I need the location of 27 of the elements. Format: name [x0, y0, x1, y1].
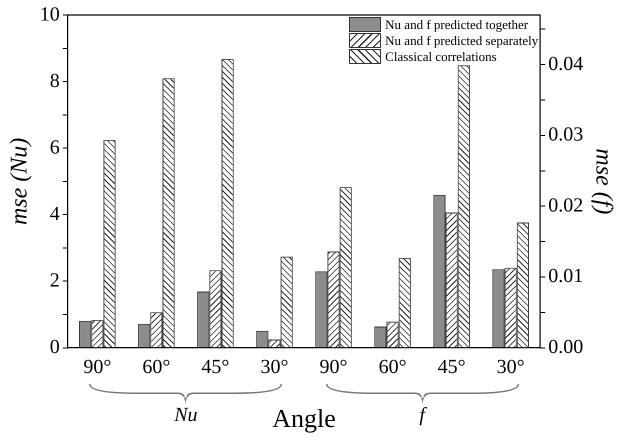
y2-tick-label: 0.03: [548, 124, 584, 146]
y-tick-label: 0: [50, 336, 60, 358]
text: Nu: [173, 404, 199, 427]
text: 0.00: [548, 336, 584, 358]
x-axis-title: Angle: [272, 404, 336, 434]
y2-tick-label: 0.04: [548, 52, 584, 75]
text: f: [418, 404, 428, 427]
x-tick-label: 30°: [496, 356, 525, 378]
y-tick-label: 6: [50, 136, 60, 158]
y-tick-label: 4: [50, 202, 60, 225]
x-tick-label: 60°: [378, 356, 407, 378]
y2-tick-label: 0.02: [548, 194, 584, 216]
x-tick-label: 30°: [260, 356, 288, 378]
legend-label: Classical correlations: [385, 48, 497, 64]
x-tick-label: 45°: [438, 356, 466, 378]
legend-label: Nu and f predicted together: [385, 16, 528, 32]
x-tick-label: 45°: [201, 356, 230, 378]
y2-axis-title: mse (f): [590, 148, 616, 214]
x-tick-label: 90°: [320, 356, 348, 378]
y2-tick-label: 0.01: [548, 265, 584, 288]
x-tick-label: 90°: [83, 356, 112, 378]
x-tick-label: 60°: [142, 356, 170, 378]
y-tick-label: 10: [40, 3, 60, 26]
y-tick-label: 8: [50, 70, 60, 92]
y-tick-label: 2: [50, 269, 60, 292]
legend-label: Nu and f predicted separately: [385, 32, 538, 48]
y-axis-title: mse (Nu): [6, 138, 33, 226]
